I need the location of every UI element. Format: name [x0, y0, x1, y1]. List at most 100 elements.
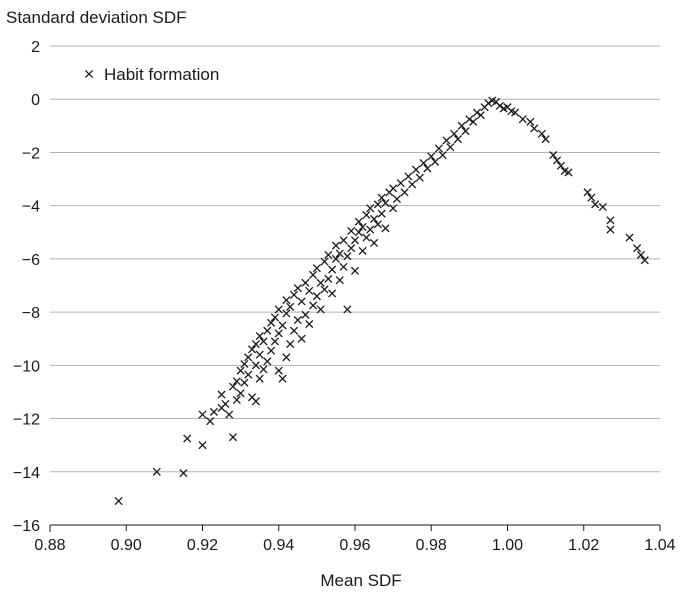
x-tick-label: 0.90: [111, 537, 142, 554]
data-point: [461, 127, 470, 136]
y-tick-label: −2: [22, 145, 40, 162]
data-point: [591, 200, 600, 209]
x-tick-label: 1.04: [644, 537, 675, 554]
data-point: [297, 334, 306, 343]
data-point: [472, 108, 482, 117]
y-tick-label: 2: [31, 39, 40, 56]
data-point: [415, 173, 424, 182]
data-point: [339, 236, 348, 245]
data-point: [263, 326, 272, 335]
y-tick-labels: 2 0 −2 −4 −6 −8 −10 −12 −14 −16: [13, 39, 40, 535]
data-point: [408, 180, 417, 189]
data-point: [267, 346, 276, 355]
data-point: [244, 370, 253, 379]
data-point: [335, 249, 344, 258]
data-point: [358, 222, 367, 232]
x-axis: 0.88 0.90 0.92 0.94 0.96 0.98 1.00 1.02 1.04: [34, 524, 676, 554]
data-point: [564, 168, 573, 177]
gridlines: [50, 45, 660, 473]
data-point: [377, 209, 386, 218]
data-point: [370, 214, 379, 224]
data-point: [633, 244, 642, 253]
data-point: [255, 332, 264, 341]
data-point: [354, 228, 363, 237]
data-point: [282, 353, 291, 362]
data-point: [114, 496, 123, 506]
data-point: [362, 233, 371, 242]
data-point: [232, 377, 241, 386]
data-point: [434, 144, 443, 153]
data-point: [293, 284, 302, 293]
data-point: [259, 337, 268, 346]
data-point: [289, 290, 299, 299]
data-point: [518, 115, 527, 124]
data-point: [179, 469, 188, 478]
data-point: [553, 156, 562, 165]
data-point: [305, 286, 314, 295]
data-points: [114, 96, 649, 506]
data-point: [350, 236, 360, 245]
data-point: [583, 188, 592, 197]
data-point: [324, 250, 333, 259]
data-point: [556, 161, 565, 170]
data-point: [228, 433, 238, 442]
data-point: [400, 188, 409, 197]
x-tick-label: 1.00: [492, 537, 523, 554]
data-point: [278, 374, 287, 383]
legend: Habit formation: [84, 65, 219, 84]
data-point: [274, 329, 283, 338]
data-point: [381, 224, 390, 233]
data-point: [270, 337, 279, 346]
data-point: [198, 441, 207, 450]
x-tick-label: 0.94: [263, 537, 294, 554]
data-point: [450, 129, 459, 138]
data-point: [309, 301, 318, 310]
data-point: [328, 289, 337, 298]
data-point: [404, 172, 413, 181]
x-tick-label: 1.02: [568, 537, 599, 554]
data-point: [320, 285, 329, 294]
data-point: [282, 309, 291, 318]
y-tick-label: 0: [31, 92, 40, 109]
y-tick-label: −4: [22, 199, 40, 216]
data-point: [373, 200, 382, 209]
data-point: [389, 204, 398, 213]
data-point: [316, 278, 325, 287]
data-point: [240, 378, 249, 387]
data-point: [469, 117, 478, 126]
data-point: [278, 321, 287, 330]
data-point: [274, 305, 283, 314]
data-point: [206, 417, 215, 426]
data-point: [267, 318, 276, 327]
data-point: [419, 159, 428, 168]
y-tick-label: −8: [22, 305, 40, 322]
data-point: [320, 257, 329, 266]
data-point: [183, 434, 192, 443]
data-point: [354, 217, 363, 226]
data-point: [225, 410, 234, 419]
data-point: [240, 359, 249, 369]
data-point: [251, 339, 260, 349]
data-point: [438, 151, 447, 160]
data-point: [343, 305, 352, 314]
data-point: [358, 246, 367, 255]
x-tick-label: 0.96: [339, 537, 370, 554]
y-tick-label: −12: [13, 412, 40, 429]
data-point: [209, 407, 218, 416]
data-point: [511, 108, 520, 117]
data-point: [530, 124, 539, 133]
data-point: [309, 270, 318, 279]
data-point: [236, 366, 245, 375]
data-point: [442, 136, 451, 145]
data-point: [305, 320, 314, 329]
data-point: [431, 157, 440, 166]
data-point: [370, 238, 379, 247]
data-point: [339, 262, 348, 271]
data-point: [282, 296, 291, 305]
data-point: [293, 316, 302, 325]
data-point: [392, 194, 401, 204]
data-point: [640, 256, 649, 265]
data-point: [301, 310, 310, 319]
data-point: [274, 366, 283, 375]
data-point: [255, 374, 264, 383]
